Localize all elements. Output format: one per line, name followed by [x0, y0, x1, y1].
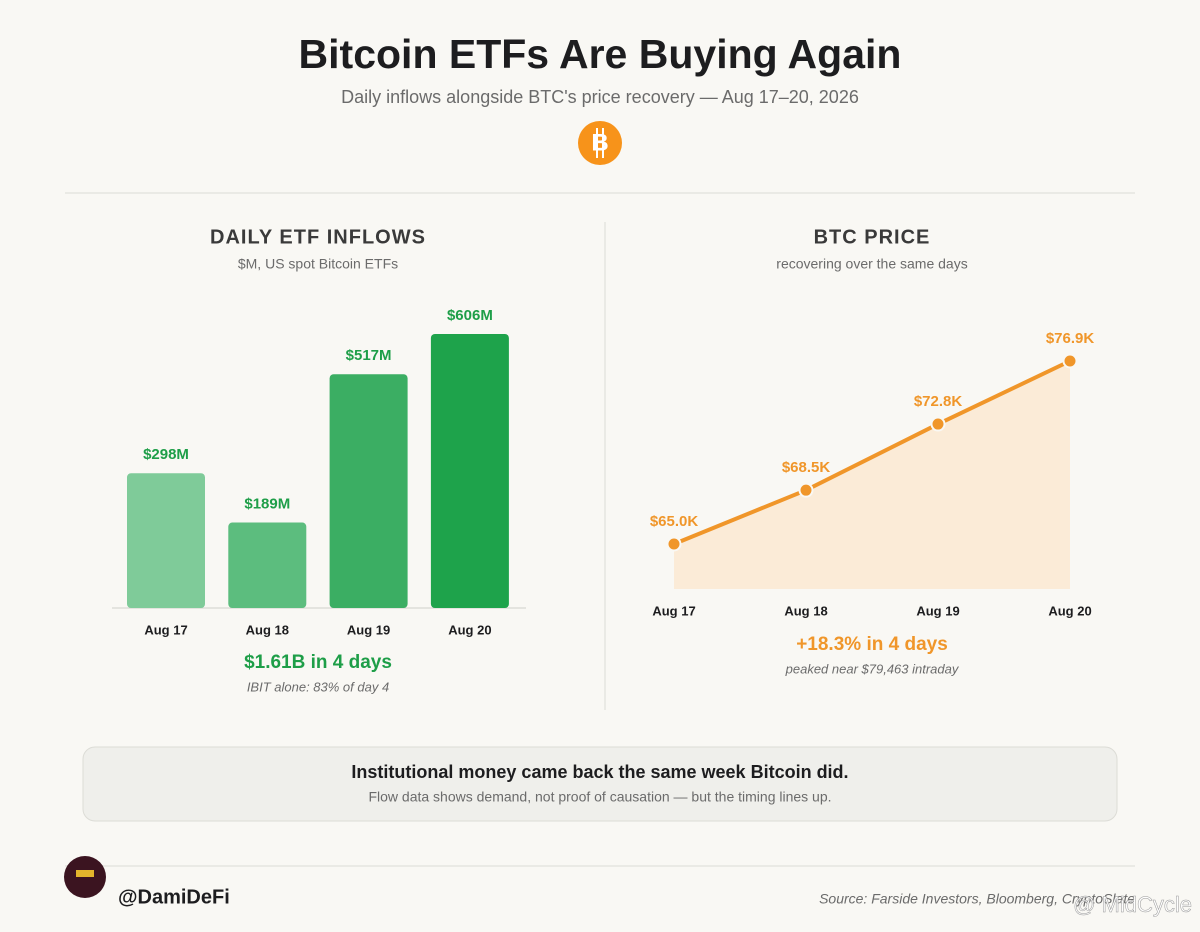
subtitle: Daily inflows alongside BTC's price reco… [341, 87, 859, 107]
chart-subtitle: recovering over the same days [776, 256, 967, 272]
x-tick-label: Aug 20 [448, 622, 491, 637]
point [666, 536, 682, 552]
handle: @DamiDeFi [118, 886, 230, 908]
x-tick-label: Aug 20 [1048, 603, 1091, 618]
callout-headline: Institutional money came back the same w… [351, 762, 848, 782]
value-label: $517M [346, 347, 392, 364]
value-label: $189M [244, 496, 290, 513]
value-label: $606M [447, 307, 493, 324]
source: Source: Farside Investors, Bloomberg, Cr… [819, 891, 1135, 907]
callout-box [82, 746, 1118, 822]
bar [329, 374, 408, 608]
logo-glyph: B [591, 129, 608, 156]
logo-circle [578, 121, 622, 165]
point [1062, 353, 1078, 369]
area [674, 361, 1070, 589]
value-label: $72.8K [914, 393, 963, 410]
value-label: $76.9K [1046, 330, 1095, 347]
annotation: $1.61B in 4 days [244, 652, 392, 673]
point [930, 416, 946, 432]
bar [430, 334, 509, 608]
x-tick-label: Aug 19 [916, 603, 959, 618]
bitcoin-logo: B [578, 121, 622, 165]
line [672, 359, 1072, 546]
value-label: $298M [143, 446, 189, 463]
watermark: @ MidCycle [1073, 892, 1192, 917]
x-tick-label: Aug 18 [246, 622, 289, 637]
value-label: $65.0K [650, 513, 699, 530]
chart-subtitle: $M, US spot Bitcoin ETFs [238, 256, 398, 272]
x-tick-label: Aug 19 [347, 622, 390, 637]
x-tick-label: Aug 17 [144, 622, 187, 637]
x-tick-label: Aug 18 [784, 603, 827, 618]
value-label: $68.5K [782, 459, 831, 476]
avatar-glasses [76, 870, 94, 877]
annotation: +18.3% in 4 days [796, 634, 948, 655]
chart-title: DAILY ETF INFLOWS [210, 226, 426, 248]
avatar [64, 856, 106, 898]
x-tick-label: Aug 17 [652, 603, 695, 618]
note: peaked near $79,463 intraday [785, 661, 960, 676]
bar [228, 522, 307, 608]
callout-text: Flow data shows demand, not proof of cau… [368, 789, 831, 805]
bar [127, 473, 205, 608]
chart-title: BTC PRICE [814, 226, 931, 248]
note: IBIT alone: 83% of day 4 [247, 679, 389, 694]
point [798, 482, 814, 498]
title: Bitcoin ETFs Are Buying Again [299, 31, 902, 77]
